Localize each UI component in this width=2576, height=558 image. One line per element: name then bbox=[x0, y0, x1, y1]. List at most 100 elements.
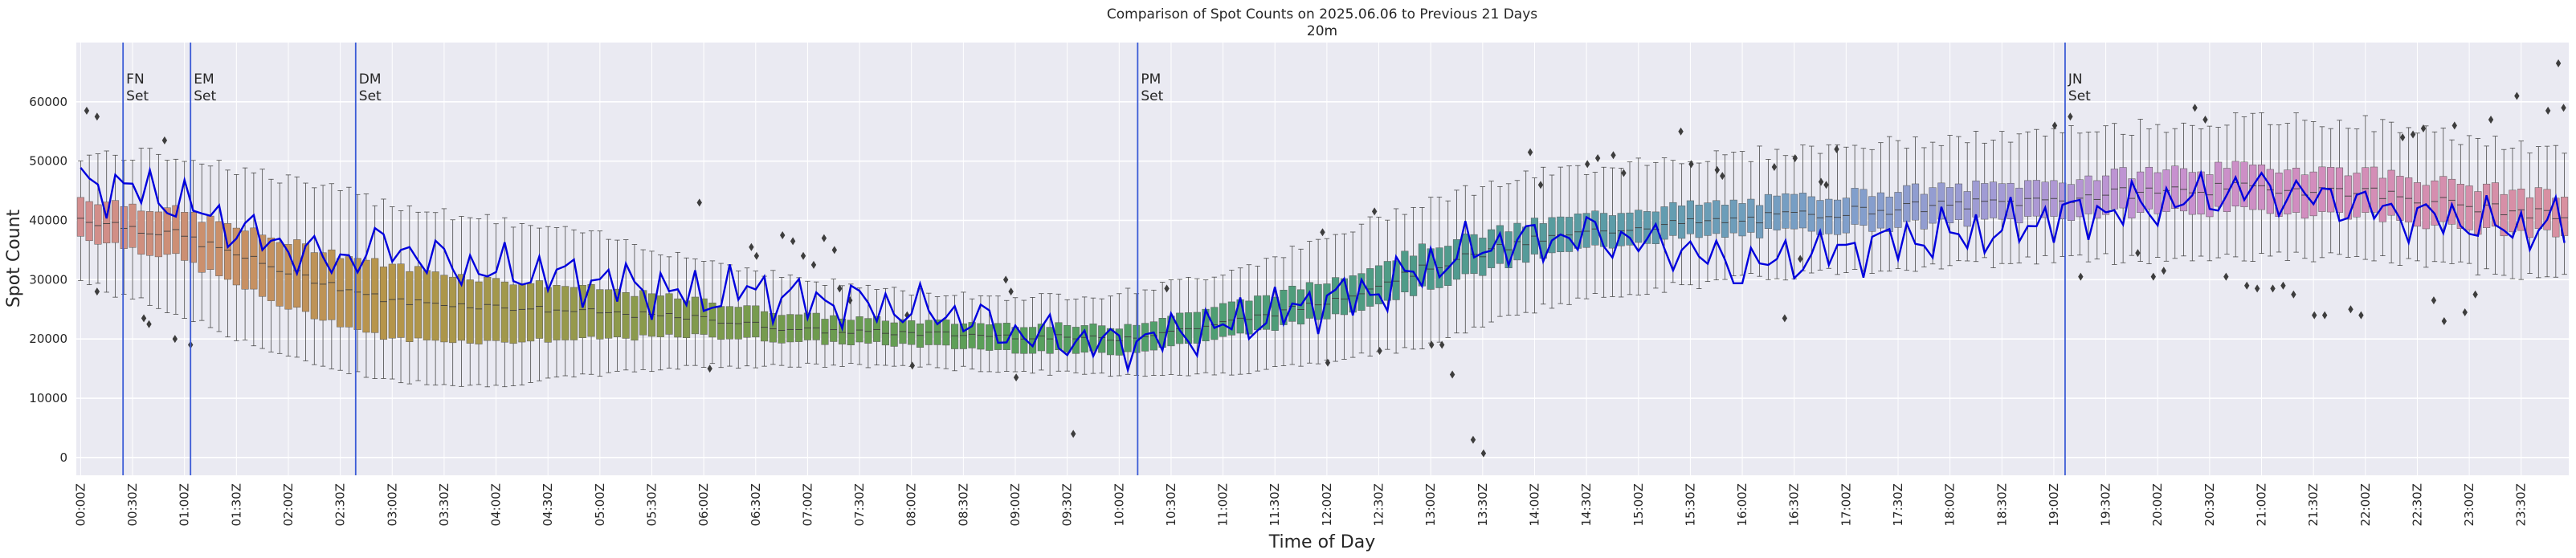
box-body bbox=[855, 316, 863, 343]
box-86 bbox=[821, 285, 829, 368]
outlier-point-41 bbox=[1621, 169, 1627, 177]
outlier-point-38 bbox=[1584, 160, 1590, 169]
box-body bbox=[544, 287, 552, 343]
box-81 bbox=[778, 277, 786, 366]
box-61 bbox=[605, 238, 613, 373]
box-body bbox=[2378, 177, 2386, 222]
box-84 bbox=[803, 280, 811, 364]
box-55 bbox=[553, 227, 561, 378]
box-83 bbox=[795, 277, 803, 368]
box-body bbox=[2240, 161, 2248, 207]
box-178 bbox=[1617, 168, 1625, 298]
box-body bbox=[129, 203, 137, 248]
box-185 bbox=[1678, 163, 1686, 286]
box-body bbox=[743, 305, 751, 338]
box-281 bbox=[2509, 147, 2517, 279]
box-274 bbox=[2447, 139, 2456, 264]
outlier-point-66 bbox=[2291, 290, 2296, 299]
box-body bbox=[838, 318, 847, 344]
x-tick-label-16: 08:00Z bbox=[904, 483, 919, 527]
box-283 bbox=[2525, 153, 2534, 274]
box-111 bbox=[1037, 293, 1045, 371]
box-197 bbox=[1782, 155, 1790, 281]
x-tick-label-6: 03:00Z bbox=[385, 483, 399, 527]
outlier-point-33 bbox=[1449, 370, 1455, 379]
box-body bbox=[475, 281, 483, 344]
box-body bbox=[553, 285, 561, 340]
box-body bbox=[933, 320, 941, 345]
box-158 bbox=[1444, 200, 1452, 338]
box-269 bbox=[2405, 127, 2413, 259]
outlier-point-65 bbox=[2280, 281, 2286, 290]
box-110 bbox=[1029, 296, 1037, 374]
box-92 bbox=[873, 289, 881, 366]
box-body bbox=[353, 258, 361, 330]
box-192 bbox=[1738, 151, 1746, 276]
box-body bbox=[223, 223, 232, 280]
box-179 bbox=[1626, 161, 1634, 295]
box-285 bbox=[2543, 145, 2551, 278]
box-body bbox=[1063, 324, 1072, 352]
box-body bbox=[1773, 195, 1781, 230]
box-body bbox=[1323, 283, 1331, 320]
box-body bbox=[1660, 206, 1668, 240]
box-7 bbox=[137, 148, 145, 299]
outlier-point-3 bbox=[141, 314, 147, 323]
box-28 bbox=[319, 185, 327, 367]
box-body bbox=[1807, 196, 1815, 232]
x-tick-label-18: 09:00Z bbox=[1008, 483, 1023, 527]
box-body bbox=[786, 314, 794, 343]
y-axis-label: Spot Count bbox=[4, 209, 24, 308]
box-body bbox=[1184, 312, 1193, 344]
x-tick-label-8: 04:00Z bbox=[489, 483, 504, 527]
box-201 bbox=[1816, 153, 1824, 271]
x-axis: 00:00Z 00:30Z 01:00Z 01:30Z 02:00Z 02:30Z 03:0… bbox=[73, 483, 2528, 527]
box-body bbox=[847, 320, 855, 345]
outlier-point-28 bbox=[1325, 358, 1331, 367]
box-body bbox=[85, 201, 93, 242]
box-106 bbox=[994, 295, 1002, 373]
box-98 bbox=[925, 292, 933, 365]
outlier-point-40 bbox=[1611, 151, 1616, 160]
y-tick-label-4: 40000 bbox=[29, 214, 67, 228]
box-body bbox=[1314, 283, 1322, 320]
box-body bbox=[146, 211, 154, 256]
box-body bbox=[1297, 289, 1305, 325]
box-body bbox=[518, 283, 526, 343]
box-body bbox=[2500, 193, 2508, 237]
box-42 bbox=[440, 208, 448, 385]
outlier-point-9 bbox=[707, 365, 712, 373]
box-191 bbox=[1729, 152, 1737, 276]
outlier-point-0 bbox=[84, 106, 90, 115]
box-body bbox=[1193, 312, 1201, 344]
x-tick-label-42: 21:00Z bbox=[2255, 483, 2269, 527]
box-148 bbox=[1357, 223, 1366, 354]
box-212 bbox=[1911, 136, 1920, 272]
box-body bbox=[1790, 193, 1798, 230]
box-series bbox=[76, 112, 2569, 388]
box-172 bbox=[1566, 165, 1574, 305]
box-273 bbox=[2439, 128, 2447, 263]
box-body bbox=[206, 215, 214, 271]
x-tick-label-26: 13:00Z bbox=[1423, 483, 1438, 527]
box-162 bbox=[1479, 186, 1487, 328]
box-body bbox=[1643, 211, 1651, 244]
box-125 bbox=[1158, 282, 1166, 377]
box-body bbox=[2387, 169, 2395, 216]
outlier-point-78 bbox=[2472, 290, 2478, 299]
event-lines: FN Set EM Set DM Set PM Set JN Set bbox=[122, 43, 2091, 475]
x-tick-label-7: 03:30Z bbox=[437, 483, 451, 527]
box-29 bbox=[328, 183, 336, 369]
box-211 bbox=[1903, 148, 1911, 271]
y-tick-label-3: 30000 bbox=[29, 272, 67, 287]
chart-title: Comparison of Spot Counts on 2025.06.06 … bbox=[1107, 6, 1537, 22]
box-72 bbox=[700, 261, 708, 369]
box-body bbox=[250, 227, 258, 290]
outlier-point-71 bbox=[2399, 133, 2406, 142]
box-255 bbox=[2284, 123, 2292, 261]
box-body bbox=[2292, 167, 2300, 213]
box-39 bbox=[414, 211, 423, 381]
box-123 bbox=[1141, 289, 1149, 377]
box-body bbox=[449, 276, 457, 344]
outlier-point-76 bbox=[2451, 121, 2457, 130]
